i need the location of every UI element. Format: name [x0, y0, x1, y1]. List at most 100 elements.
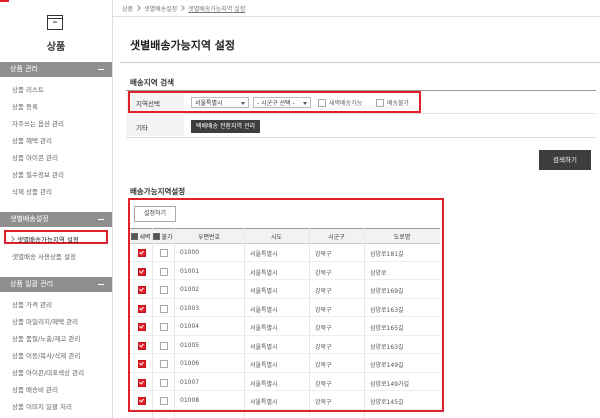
nav-item[interactable]: 상품 가격 관리 — [12, 299, 52, 309]
cell-text: 01001 — [180, 267, 200, 275]
cell-text: 서울특별시 — [250, 325, 278, 332]
nav-text: 상품 아이콘 관리 — [12, 154, 58, 162]
cell-text: 서울특별시 — [250, 306, 278, 314]
checkbox[interactable] — [318, 99, 326, 107]
nav-item[interactable]: 샛별배송가능지역 설정 — [9, 234, 79, 244]
nav-text: 상품 이미지 일괄 처리 — [12, 403, 73, 411]
nav-item[interactable]: 상품 등록 — [12, 101, 38, 111]
nav-item[interactable]: 상품 마일리지/혜택 관리 — [12, 316, 78, 326]
cell-text: 삼양로165길 — [370, 325, 404, 332]
active-highlight — [4, 230, 108, 244]
cell-text: 서울특별시 — [250, 343, 278, 351]
nav-item[interactable]: 상품 배송비 관리 — [12, 384, 58, 394]
cell-text: 01007 — [180, 378, 200, 386]
row-checkbox[interactable] — [138, 378, 146, 387]
row-checkbox[interactable] — [160, 378, 168, 387]
section-header[interactable]: 샛별배송설정 — [0, 212, 112, 227]
cell-text: 강북구 — [315, 362, 332, 369]
nav-item[interactable]: 샛별배송 사용상품 설정 — [12, 251, 76, 261]
cell-text: 삼양로149가길 — [370, 380, 410, 388]
row-checkbox[interactable] — [138, 304, 146, 313]
row-checkbox[interactable] — [138, 323, 146, 331]
nav-text: 상품 아이콘/대표색상 관리 — [12, 369, 85, 377]
nav-item[interactable]: 상품 품절/노출/재고 관리 — [12, 333, 80, 343]
breadcrumb-item[interactable]: 샛별배송가능지역 설정 — [188, 6, 246, 13]
set-button[interactable]: 설정하기 — [134, 206, 176, 222]
section-header[interactable]: 상품 일괄 관리 — [0, 277, 112, 292]
header-text: 우편번호 — [197, 234, 221, 241]
row-checkbox[interactable] — [138, 341, 146, 350]
row-checkbox[interactable] — [160, 360, 168, 368]
row-checkbox[interactable] — [160, 397, 168, 405]
cell-text: 서울특별시 — [250, 362, 278, 369]
sidebar: 상품 상품 관리 상품 리스트 상품 등록 자주쓰는 옵션 관리 상품 혜택 관리 상품 … — [0, 0, 113, 418]
breadcrumb-bar — [112, 0, 600, 17]
chevron — [9, 236, 15, 242]
nav-text: 상품 필수정보 관리 — [12, 171, 64, 179]
row-checkbox[interactable] — [160, 341, 168, 350]
nav-text: 삭제 상품 관리 — [12, 188, 53, 196]
box-icon — [47, 15, 63, 30]
breadcrumb-item[interactable]: 샛별배송설정 — [144, 6, 178, 13]
nav-item[interactable]: 상품 아이콘/대표색상 관리 — [12, 367, 84, 377]
column-header: 불가 — [152, 232, 174, 241]
nav-item[interactable]: 상품 이동/복사/삭제 관리 — [12, 350, 80, 360]
button[interactable]: 택배배송 전환지역 관리 — [191, 120, 261, 133]
column-header: 시군구 — [309, 232, 364, 241]
row-checkbox[interactable] — [138, 360, 146, 368]
search-button[interactable]: 검색하기 — [539, 150, 591, 170]
row-checkbox[interactable] — [138, 286, 146, 294]
field-label: 지역선택 — [136, 100, 160, 108]
nav-item[interactable]: 상품 이미지 일괄 처리 — [12, 401, 72, 411]
row-checkbox[interactable] — [160, 249, 168, 257]
header-checkbox[interactable] — [131, 233, 139, 240]
cell-text: 서울특별시 — [250, 288, 278, 295]
breadcrumb-item[interactable]: 상품 — [122, 6, 134, 13]
row-line — [126, 113, 596, 114]
cell-text: 01005 — [180, 341, 200, 349]
header-text: 불가 — [161, 234, 173, 241]
nav-text: 자주쓰는 옵션 관리 — [12, 120, 64, 128]
cell-text: 01004 — [180, 323, 200, 330]
section-title: 상품 일괄 관리 — [10, 280, 54, 288]
nav-text: 샛별배송가능지역 설정 — [17, 236, 79, 244]
accent — [0, 0, 9, 2]
row-checkbox[interactable] — [138, 249, 146, 257]
cell-text: 01006 — [180, 360, 200, 367]
nav-item[interactable]: 삭제 상품 관리 — [12, 186, 52, 196]
nav-item[interactable]: 상품 아이콘 관리 — [12, 152, 58, 162]
nav-item[interactable]: 상품 혜택 관리 — [12, 135, 52, 145]
nav-item[interactable]: 상품 필수정보 관리 — [12, 169, 64, 179]
nav-text: 상품 품절/노출/재고 관리 — [12, 335, 81, 343]
nav-text: 상품 가격 관리 — [12, 301, 53, 309]
highlight — [128, 198, 444, 412]
cell-text: 강북구 — [315, 269, 332, 277]
row-checkbox[interactable] — [138, 397, 146, 405]
column-header: 우편번호 — [174, 232, 244, 241]
select[interactable]: - 시군구 선택 - — [253, 97, 311, 108]
cell-text: 삼양로181길 — [370, 251, 404, 258]
select[interactable]: 서울특별시 — [191, 97, 249, 108]
header-checkbox[interactable] — [153, 233, 161, 240]
section-header[interactable]: 상품 관리 — [0, 62, 112, 77]
collapse-icon[interactable] — [98, 219, 104, 220]
select-text: - 시군구 선택 - — [257, 100, 295, 107]
collapse-icon[interactable] — [98, 284, 104, 285]
row-checkbox[interactable] — [160, 286, 168, 294]
row-checkbox[interactable] — [160, 267, 168, 276]
row-line — [130, 260, 440, 262]
row-checkbox[interactable] — [160, 304, 168, 313]
cell-text: 강북구 — [315, 251, 332, 258]
collapse-icon[interactable] — [98, 69, 104, 70]
field-label: 기타 — [136, 124, 148, 132]
separator — [179, 5, 186, 11]
nav-text: 상품 배송비 관리 — [12, 386, 58, 394]
nav-item[interactable]: 상품 리스트 — [12, 84, 44, 94]
section-title: 배송가능지역설정 — [130, 187, 186, 196]
cell-text: 삼양로145길 — [370, 399, 404, 406]
row-checkbox[interactable] — [138, 267, 146, 276]
nav-item[interactable]: 자주쓰는 옵션 관리 — [12, 118, 64, 128]
row-checkbox[interactable] — [160, 323, 168, 331]
checkbox[interactable] — [376, 99, 384, 107]
